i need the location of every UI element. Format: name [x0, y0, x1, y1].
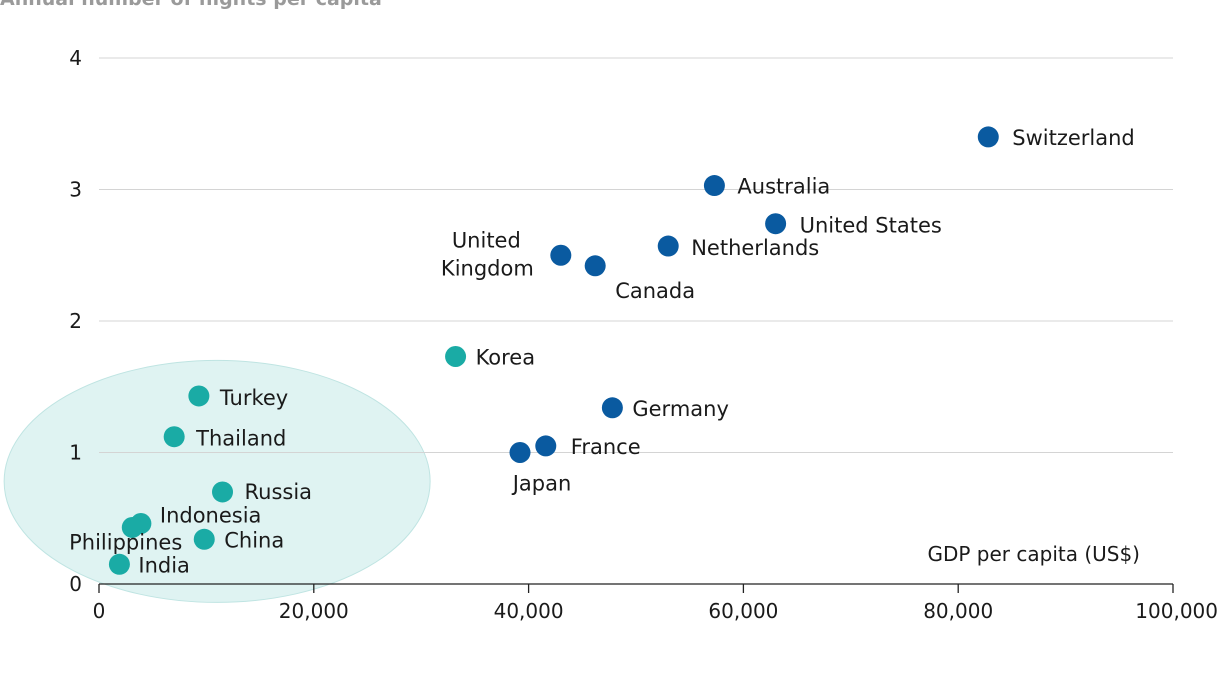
y-axis-label: Annual number of flights per capita	[0, 0, 382, 10]
label-australia: Australia	[737, 175, 830, 199]
label-united-states: United States	[800, 214, 942, 238]
x-tick-label: 80,000	[923, 599, 993, 623]
data-points	[108, 126, 999, 575]
point-turkey	[188, 385, 210, 407]
label-china: China	[224, 528, 284, 552]
y-axis-ticks: 0 1 2 3 4	[69, 46, 82, 596]
label-germany: Germany	[632, 397, 729, 421]
point-china	[193, 528, 215, 550]
point-korea	[445, 346, 467, 368]
label-france: France	[571, 435, 641, 459]
point-united-kingdom	[550, 244, 572, 266]
gridlines	[99, 57, 1173, 453]
y-tick-label: 0	[69, 572, 82, 596]
point-united-states	[765, 213, 787, 235]
x-axis-ticks: 0 20,000 40,000 60,000 80,000 100,000	[93, 584, 1218, 623]
y-tick-label: 4	[69, 46, 82, 70]
x-tick-label: 60,000	[708, 599, 778, 623]
emerging-markets-highlight	[3, 359, 431, 603]
label-korea: Korea	[476, 346, 536, 370]
label-canada: Canada	[615, 279, 695, 303]
point-germany	[601, 397, 623, 419]
point-canada	[584, 255, 606, 277]
label-united-kingdom-line1: United	[452, 228, 521, 252]
point-france	[535, 435, 557, 457]
point-japan	[509, 442, 531, 463]
label-turkey: Turkey	[219, 386, 288, 410]
label-thailand: Thailand	[195, 427, 286, 451]
point-russia	[212, 481, 234, 503]
label-russia: Russia	[245, 480, 313, 504]
point-australia	[703, 175, 725, 197]
x-tick-label: 0	[93, 599, 106, 623]
point-india	[108, 553, 130, 575]
label-united-kingdom-line2: Kingdom	[441, 256, 534, 280]
label-switzerland: Switzerland	[1012, 126, 1135, 150]
x-tick-label: 20,000	[279, 599, 349, 623]
label-netherlands: Netherlands	[691, 236, 819, 260]
point-switzerland	[977, 126, 999, 148]
point-netherlands	[657, 235, 679, 257]
y-tick-label: 1	[69, 441, 82, 465]
label-india: India	[138, 553, 190, 577]
y-tick-label: 3	[69, 178, 82, 202]
y-tick-label: 2	[69, 309, 82, 333]
label-philippines: Philippines	[69, 530, 182, 554]
data-labels: Switzerland Australia United StatesNetherl…	[69, 126, 1135, 577]
label-japan: Japan	[511, 472, 572, 496]
x-tick-label: 40,000	[494, 599, 564, 623]
point-philippines	[121, 516, 143, 538]
point-thailand	[163, 426, 185, 448]
label-indonesia: Indonesia	[160, 504, 262, 528]
x-axis-label: GDP per capita (US$)	[927, 542, 1140, 566]
x-tick-label: 100,000	[1135, 599, 1218, 623]
